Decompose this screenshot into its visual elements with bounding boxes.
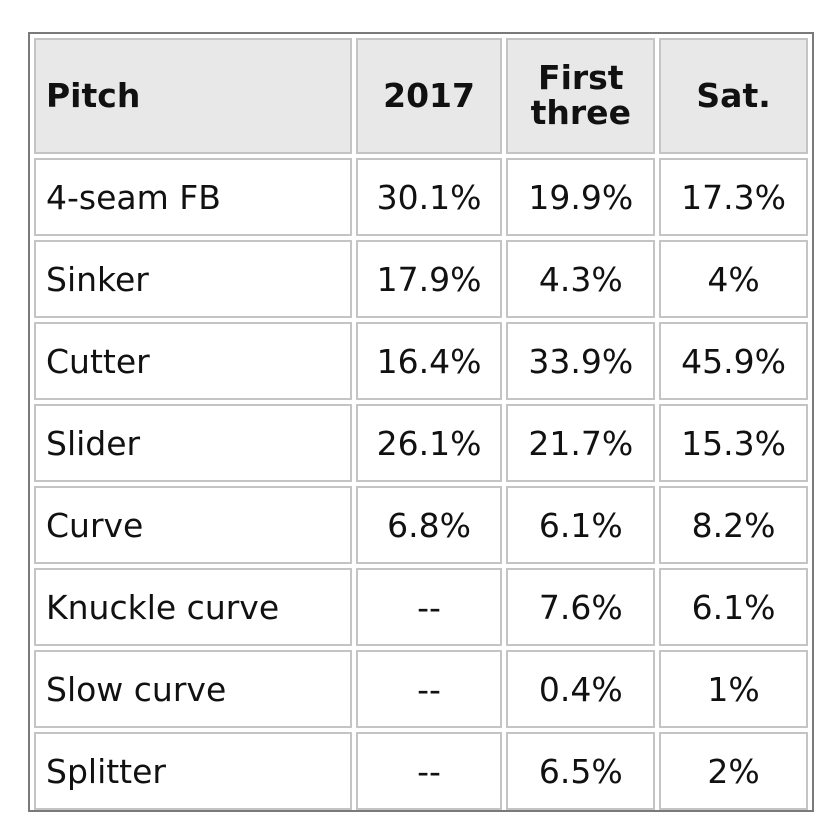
- pitch-usage-table-container: Pitch 2017 First three Sat. 4-seam FB 30…: [28, 32, 814, 812]
- pitch-name-cell: Slider: [34, 404, 352, 482]
- value-cell-first-three: 21.7%: [506, 404, 656, 482]
- value-cell-sat: 2%: [659, 732, 808, 810]
- pitch-name-cell: Sinker: [34, 240, 352, 318]
- pitch-name-cell: Splitter: [34, 732, 352, 810]
- table-header-row: Pitch 2017 First three Sat.: [34, 38, 808, 154]
- value-cell-2017: --: [355, 650, 503, 728]
- table-row: Splitter -- 6.5% 2%: [34, 732, 808, 810]
- value-cell-2017: 17.9%: [355, 240, 503, 318]
- value-cell-sat: 6.1%: [659, 568, 808, 646]
- table-row: Sinker 17.9% 4.3% 4%: [34, 240, 808, 318]
- value-cell-2017: 30.1%: [355, 158, 503, 236]
- table-row: Slow curve -- 0.4% 1%: [34, 650, 808, 728]
- column-header-first-three: First three: [506, 38, 656, 154]
- value-cell-sat: 4%: [659, 240, 808, 318]
- value-cell-2017: 6.8%: [355, 486, 503, 564]
- pitch-name-cell: Knuckle curve: [34, 568, 352, 646]
- table-row: Knuckle curve -- 7.6% 6.1%: [34, 568, 808, 646]
- value-cell-sat: 17.3%: [659, 158, 808, 236]
- value-cell-first-three: 4.3%: [506, 240, 656, 318]
- column-header-2017: 2017: [355, 38, 503, 154]
- value-cell-sat: 8.2%: [659, 486, 808, 564]
- value-cell-sat: 15.3%: [659, 404, 808, 482]
- pitch-name-cell: Curve: [34, 486, 352, 564]
- value-cell-2017: --: [355, 568, 503, 646]
- value-cell-first-three: 7.6%: [506, 568, 656, 646]
- value-cell-sat: 1%: [659, 650, 808, 728]
- pitch-name-cell: Cutter: [34, 322, 352, 400]
- value-cell-2017: 26.1%: [355, 404, 503, 482]
- pitch-name-cell: Slow curve: [34, 650, 352, 728]
- table-row: 4-seam FB 30.1% 19.9% 17.3%: [34, 158, 808, 236]
- pitch-usage-table: Pitch 2017 First three Sat. 4-seam FB 30…: [30, 34, 812, 814]
- value-cell-sat: 45.9%: [659, 322, 808, 400]
- value-cell-first-three: 0.4%: [506, 650, 656, 728]
- value-cell-2017: --: [355, 732, 503, 810]
- table-row: Curve 6.8% 6.1% 8.2%: [34, 486, 808, 564]
- column-header-sat: Sat.: [659, 38, 808, 154]
- value-cell-first-three: 6.1%: [506, 486, 656, 564]
- table-row: Cutter 16.4% 33.9% 45.9%: [34, 322, 808, 400]
- column-header-pitch: Pitch: [34, 38, 352, 154]
- value-cell-first-three: 33.9%: [506, 322, 656, 400]
- value-cell-first-three: 6.5%: [506, 732, 656, 810]
- value-cell-2017: 16.4%: [355, 322, 503, 400]
- pitch-name-cell: 4-seam FB: [34, 158, 352, 236]
- value-cell-first-three: 19.9%: [506, 158, 656, 236]
- table-row: Slider 26.1% 21.7% 15.3%: [34, 404, 808, 482]
